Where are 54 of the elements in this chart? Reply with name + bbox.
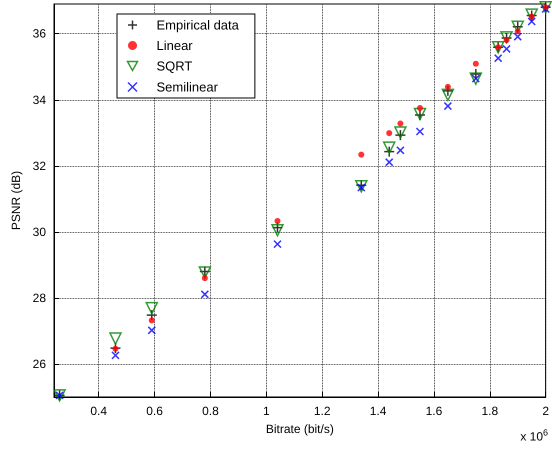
point	[382, 141, 396, 154]
y-tick-label: 34	[32, 92, 46, 107]
y-tick-label: 30	[32, 224, 46, 239]
point	[416, 105, 423, 112]
y-tick-label: 32	[32, 158, 46, 173]
y-tick-label: 26	[32, 356, 46, 371]
x-axis-title: Bitrate (bit/s)	[266, 422, 334, 436]
point	[442, 88, 454, 102]
point	[112, 346, 118, 352]
point	[444, 84, 451, 90]
point	[109, 332, 122, 345]
point	[444, 102, 452, 110]
point	[386, 130, 392, 136]
point	[527, 17, 536, 26]
point	[502, 44, 511, 54]
x-tick-label: 1.2	[314, 404, 331, 418]
point	[200, 290, 210, 299]
legend-label: Empirical data	[156, 18, 240, 32]
x-tick-label: 1.6	[426, 404, 443, 418]
point	[384, 158, 394, 166]
x-tick-label: 2	[542, 404, 550, 418]
legend-label: Semilinear	[156, 80, 219, 94]
x-tick-label: 1	[262, 404, 270, 418]
legend-label: Linear	[156, 38, 194, 53]
point	[383, 146, 395, 158]
point	[394, 126, 407, 139]
point	[472, 60, 479, 67]
point	[271, 224, 284, 236]
x-tick-label: 0.6	[146, 404, 164, 418]
x-tick-label: 0.8	[202, 404, 220, 418]
point	[397, 120, 404, 127]
point	[513, 32, 522, 41]
y-tick-label: 36	[32, 26, 46, 41]
point	[494, 54, 502, 62]
x-tick-label: 0.4	[90, 404, 108, 418]
point	[110, 342, 122, 354]
y-axis-title: PSNR (dB)	[8, 170, 23, 230]
x-tick-label: 1.8	[481, 404, 498, 418]
legend-label: SQRT	[156, 58, 192, 74]
point	[358, 152, 364, 158]
point	[274, 218, 280, 224]
point	[416, 127, 424, 136]
point	[148, 317, 155, 324]
point	[111, 351, 120, 360]
point	[514, 28, 521, 34]
point	[202, 275, 208, 282]
y-tick-label: 28	[32, 290, 46, 305]
x-tick-label: 1.4	[370, 404, 387, 418]
point	[148, 326, 156, 335]
point	[273, 240, 282, 248]
point	[470, 68, 482, 80]
point	[396, 146, 405, 155]
point	[146, 302, 158, 314]
point	[394, 129, 406, 141]
